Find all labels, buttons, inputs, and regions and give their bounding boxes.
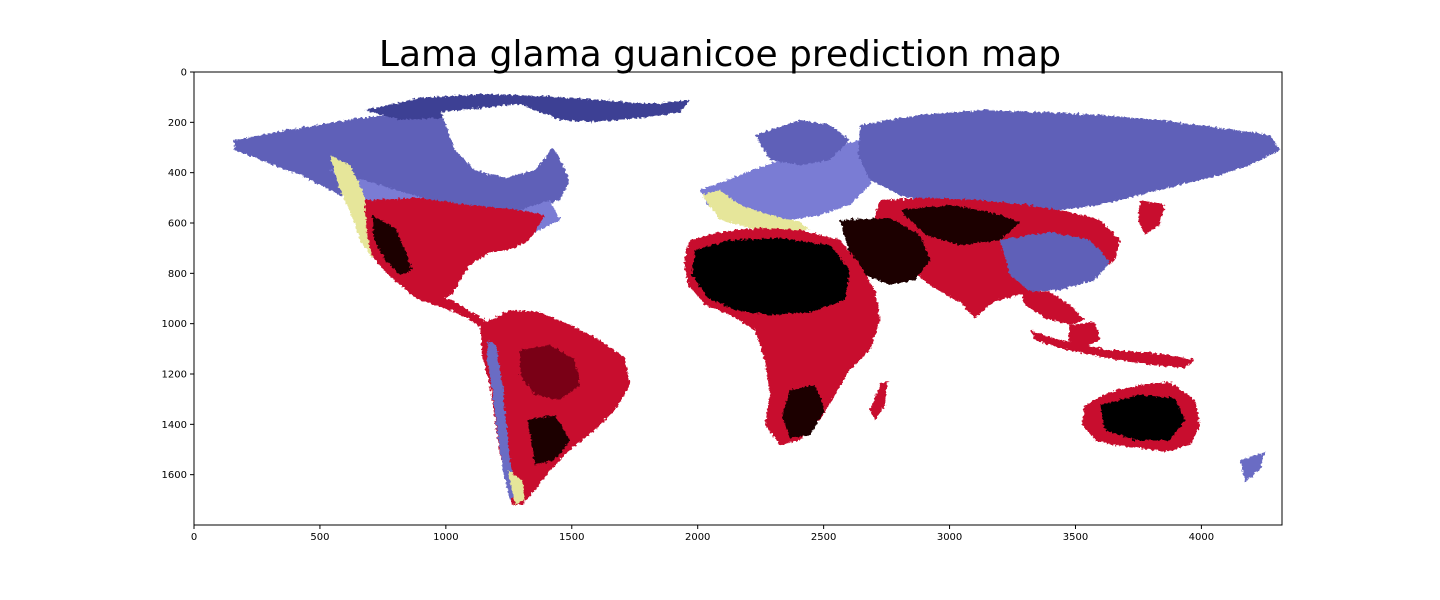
plot-frame bbox=[193, 71, 1283, 526]
y-tick-label: 1200 bbox=[162, 370, 187, 381]
y-tick-label: 1400 bbox=[162, 420, 187, 431]
europe bbox=[700, 140, 880, 222]
china-blue bbox=[1000, 232, 1110, 292]
greenland bbox=[440, 104, 560, 178]
y-tick-label: 0 bbox=[181, 68, 187, 79]
southern-africa-dark bbox=[782, 385, 825, 438]
scandinavia bbox=[755, 120, 850, 165]
middle-east bbox=[840, 218, 930, 285]
central-asia-dark bbox=[900, 205, 1020, 245]
central-america bbox=[400, 285, 492, 330]
andes-blue bbox=[487, 340, 516, 500]
north-america-south bbox=[365, 198, 545, 300]
southeast-asia bbox=[1020, 290, 1085, 325]
x-tick-label: 2500 bbox=[811, 532, 836, 543]
south-america-dark bbox=[520, 345, 580, 400]
madagascar bbox=[870, 380, 888, 420]
y-tick-label: 1000 bbox=[162, 319, 187, 330]
y-tick-label: 200 bbox=[168, 118, 187, 129]
y-tick-label: 800 bbox=[168, 269, 187, 280]
siberia bbox=[858, 110, 1280, 212]
x-axis: 0 500 1000 1500 2000 2500 3000 3500 4000 bbox=[191, 525, 1214, 543]
map-title: Lama glama guanicoe prediction map bbox=[378, 34, 1062, 75]
south-america bbox=[480, 310, 630, 505]
new-zealand bbox=[1240, 452, 1265, 482]
sahara bbox=[692, 238, 850, 315]
x-tick-label: 500 bbox=[310, 532, 329, 543]
x-tick-label: 3000 bbox=[937, 532, 962, 543]
y-axis: 0 200 400 600 800 1000 1200 1400 1600 bbox=[162, 68, 194, 481]
japan bbox=[1138, 200, 1165, 235]
indonesia bbox=[1030, 330, 1195, 368]
x-tick-label: 1500 bbox=[559, 532, 584, 543]
y-tick-label: 1600 bbox=[162, 470, 187, 481]
y-tick-label: 400 bbox=[168, 168, 187, 179]
x-tick-label: 3500 bbox=[1063, 532, 1088, 543]
x-tick-label: 4000 bbox=[1189, 532, 1214, 543]
patagonia-yellow bbox=[508, 470, 525, 505]
europe-yellow-coast bbox=[702, 190, 810, 232]
x-tick-label: 0 bbox=[191, 532, 197, 543]
x-tick-label: 2000 bbox=[685, 532, 710, 543]
borneo bbox=[1068, 322, 1100, 350]
north-america-desert bbox=[372, 215, 412, 275]
x-tick-label: 1000 bbox=[433, 532, 458, 543]
south-america-south-dark bbox=[528, 415, 570, 465]
y-tick-label: 600 bbox=[168, 219, 187, 230]
land-masses bbox=[233, 94, 1280, 505]
india bbox=[945, 255, 1005, 318]
australia-dark bbox=[1100, 395, 1185, 440]
